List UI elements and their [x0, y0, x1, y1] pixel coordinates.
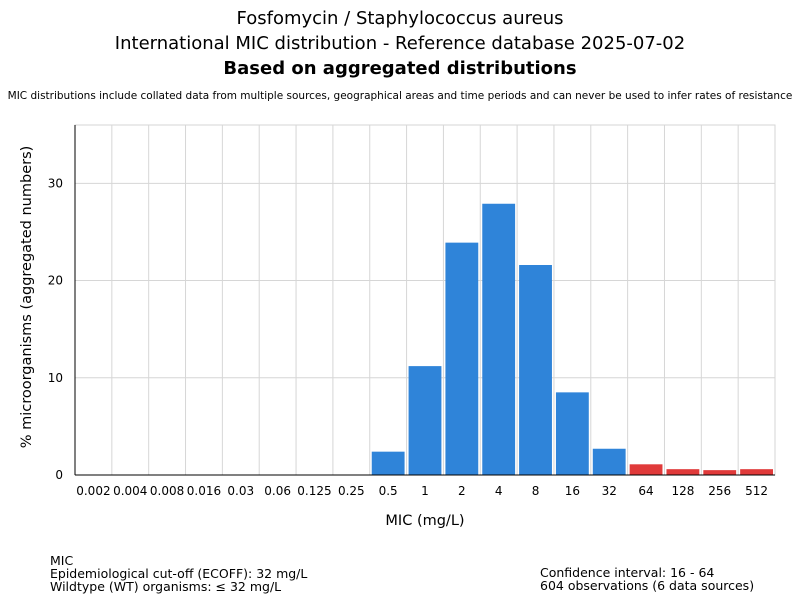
y-tick-label: 20	[48, 274, 63, 288]
bar-2	[445, 242, 479, 475]
x-tick-label: 512	[745, 484, 768, 498]
x-tick-label: 128	[671, 484, 694, 498]
y-axis-title: % microorganisms (aggregated numbers)	[19, 146, 35, 449]
chart-title-line3: Based on aggregated distributions	[223, 58, 577, 79]
x-tick-label: 0.125	[297, 484, 331, 498]
footer-right-line1: Confidence interval: 16 - 64	[540, 565, 715, 580]
x-tick-label: 8	[532, 484, 540, 498]
x-tick-label: 0.03	[227, 484, 254, 498]
x-tick-label: 4	[495, 484, 503, 498]
footer-left-line2: Epidemiological cut-off (ECOFF): 32 mg/L	[50, 566, 308, 581]
x-tick-label: 256	[708, 484, 731, 498]
x-tick-label: 2	[458, 484, 466, 498]
chart-title-block: Fosfomycin / Staphylococcus aureus Inter…	[0, 6, 800, 81]
x-tick-label: 0.5	[379, 484, 398, 498]
bar-4	[482, 203, 516, 475]
x-tick-label: 0.06	[264, 484, 291, 498]
chart-title-line1: Fosfomycin / Staphylococcus aureus	[236, 8, 564, 29]
chart-disclaimer: MIC distributions include collated data …	[7, 90, 793, 102]
bar-16	[555, 392, 589, 475]
footer-left-line1: MIC	[50, 553, 74, 568]
bar-1	[408, 366, 442, 475]
y-tick-label: 0	[55, 468, 63, 482]
footer-right-line2: 604 observations (6 data sources)	[540, 578, 755, 593]
x-tick-label: 16	[565, 484, 580, 498]
x-tick-label: 1	[421, 484, 429, 498]
bar-8	[519, 265, 552, 475]
chart-title-line2: International MIC distribution - Referen…	[114, 33, 686, 54]
x-tick-label: 0.002	[76, 484, 110, 498]
footer-left-line3: Wildtype (WT) organisms: ≤ 32 mg/L	[50, 579, 282, 594]
bar-64	[629, 464, 663, 475]
bar-512	[740, 469, 773, 475]
bar-0.5	[371, 451, 405, 475]
y-tick-label: 30	[48, 176, 63, 190]
x-tick-label: 0.25	[338, 484, 365, 498]
bar-128	[666, 469, 700, 475]
bar-32	[592, 448, 626, 475]
x-tick-label: 32	[602, 484, 617, 498]
x-tick-label: 0.016	[187, 484, 221, 498]
x-axis-title: MIC (mg/L)	[385, 513, 464, 529]
y-tick-label: 10	[48, 371, 63, 385]
x-tick-label: 0.008	[150, 484, 184, 498]
footer-right: Confidence interval: 16 - 64 604 observa…	[540, 566, 754, 592]
x-tick-label: 64	[638, 484, 653, 498]
footer-left: MIC Epidemiological cut-off (ECOFF): 32 …	[50, 554, 307, 593]
bar-256	[703, 470, 737, 475]
x-tick-label: 0.004	[113, 484, 147, 498]
